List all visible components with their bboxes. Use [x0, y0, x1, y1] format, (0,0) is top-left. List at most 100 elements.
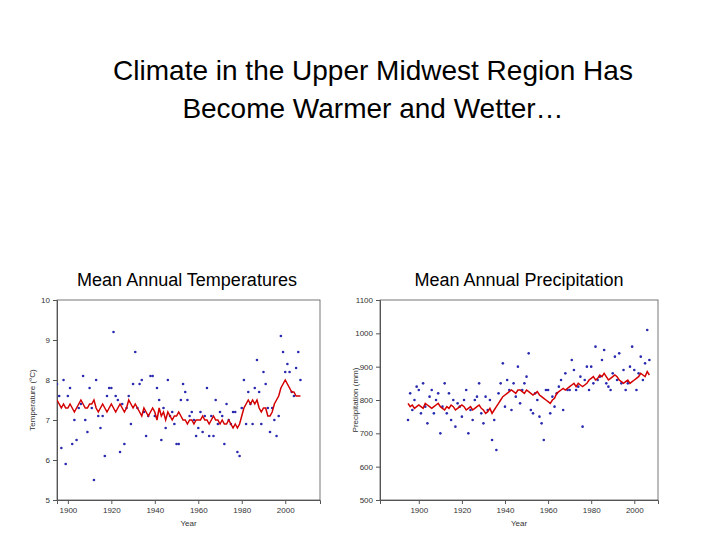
y-tick-label: 10 [41, 296, 50, 305]
data-point [579, 375, 582, 378]
data-point [549, 412, 552, 415]
data-point [123, 443, 126, 446]
x-axis-line [58, 501, 321, 505]
data-point [162, 407, 165, 410]
data-point [497, 392, 500, 395]
y-tick-label: 900 [360, 363, 374, 372]
data-point [138, 383, 141, 386]
data-point [536, 399, 539, 402]
data-point [82, 375, 85, 378]
data-point [510, 409, 513, 412]
y-tick: 9 [46, 336, 57, 345]
data-point [288, 371, 291, 374]
data-point [519, 402, 522, 405]
data-point [448, 392, 451, 395]
data-point [611, 372, 614, 375]
x-tick: 1960 [540, 500, 558, 515]
x-tick: 1920 [103, 500, 121, 515]
scatter-series [407, 329, 651, 452]
data-point [267, 407, 270, 410]
data-point [607, 385, 610, 388]
y-tick-label: 1100 [356, 296, 374, 305]
data-point [88, 387, 91, 390]
y-tick-label: 600 [360, 463, 374, 472]
data-point [417, 389, 420, 392]
x-tick-label: 1980 [583, 506, 601, 515]
x-tick-label: 1960 [190, 506, 208, 515]
y-tick: 6 [46, 456, 57, 465]
x-tick-label: 1920 [453, 506, 471, 515]
data-point [119, 451, 122, 454]
x-axis: 1900 1920 1940 1960 1980 2000 [381, 500, 659, 515]
data-point [538, 415, 541, 418]
data-point [184, 391, 187, 394]
x-tick-label: 2000 [626, 506, 644, 515]
y-tick-mark [53, 380, 57, 381]
data-point [622, 369, 625, 372]
data-point [562, 409, 565, 412]
data-point [262, 371, 265, 374]
x-tick-mark [111, 500, 112, 504]
slide-canvas: Mean Annual Temperatures1900192019401960… [0, 0, 720, 540]
data-point [164, 427, 167, 430]
data-point [474, 399, 477, 402]
data-point [430, 389, 433, 392]
data-point [299, 379, 302, 382]
data-point [446, 412, 449, 415]
y-tick-mark [53, 460, 57, 461]
data-point [426, 422, 429, 425]
data-point [247, 391, 250, 394]
data-point [104, 455, 107, 458]
slide-title: Climate in the Upper Midwest Region Has … [103, 52, 643, 128]
data-point [594, 345, 597, 348]
data-point [75, 439, 78, 442]
data-point [284, 371, 287, 374]
data-point [208, 435, 211, 438]
data-point [592, 382, 595, 385]
line-series [408, 372, 649, 414]
data-point [493, 419, 496, 422]
data-point [156, 387, 159, 390]
data-point [530, 409, 533, 412]
x-tick-label: 1940 [497, 506, 515, 515]
data-point [212, 435, 215, 438]
data-point [605, 382, 608, 385]
data-point [112, 331, 115, 334]
data-point [564, 372, 567, 375]
x-tick: 1900 [410, 500, 428, 515]
y-tick-mark [376, 433, 380, 434]
data-point [506, 379, 509, 382]
data-point [644, 362, 647, 365]
data-point [64, 463, 67, 466]
data-point [420, 412, 423, 415]
x-tick-label: 1900 [410, 506, 428, 515]
x-tick-mark [419, 500, 420, 504]
data-point [568, 389, 571, 392]
data-point [454, 425, 457, 428]
data-point [73, 419, 76, 422]
data-point [127, 395, 130, 398]
data-point [495, 449, 498, 452]
data-point [465, 389, 468, 392]
data-point [219, 411, 222, 414]
x-tick-label: 1940 [146, 506, 164, 515]
x-tick: 1920 [453, 500, 471, 515]
data-point [631, 345, 634, 348]
y-tick-label: 5 [46, 496, 51, 505]
data-point [517, 365, 520, 368]
data-point [264, 383, 267, 386]
data-point [590, 365, 593, 368]
data-point [234, 411, 237, 414]
data-point [199, 411, 202, 414]
data-point [452, 399, 455, 402]
data-point [618, 352, 621, 355]
data-point [575, 389, 578, 392]
data-point [297, 351, 300, 354]
data-point [484, 395, 487, 398]
data-point [69, 387, 72, 390]
y-tick: 10 [41, 296, 57, 305]
data-point [171, 411, 174, 414]
y-tick-mark [376, 500, 380, 501]
x-axis-line [381, 501, 659, 505]
data-point [158, 399, 161, 402]
